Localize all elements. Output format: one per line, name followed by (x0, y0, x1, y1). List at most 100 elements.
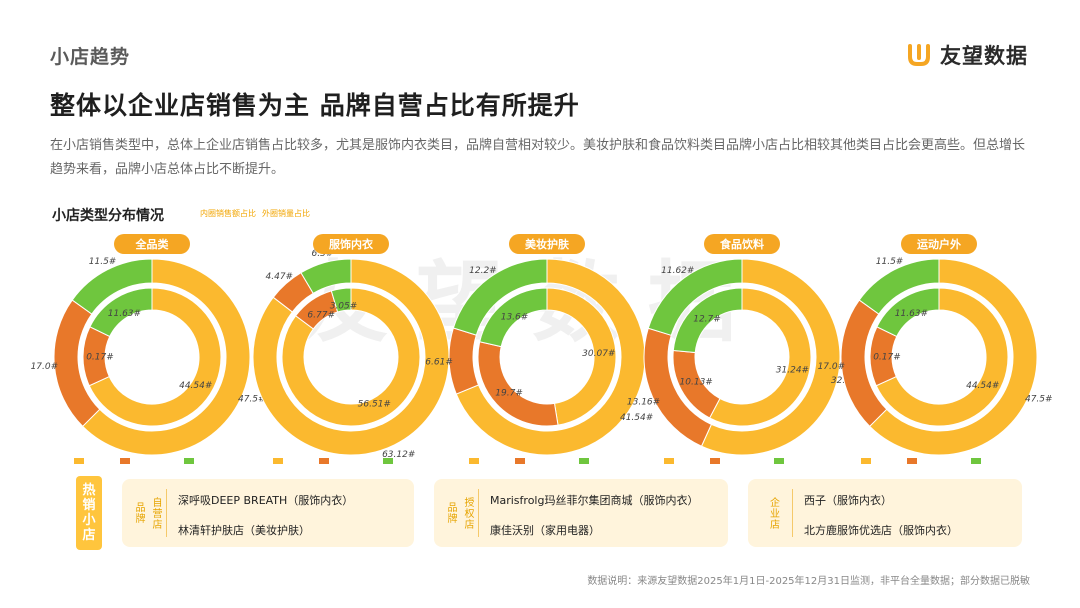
legend-square (273, 458, 283, 464)
inner-ring-value-label: 13.6# (501, 312, 529, 322)
chart-legend: 内圈销售额占比 外圈销量占比 (200, 208, 310, 219)
page-description: 在小店销售类型中，总体上企业店销售占比较多，尤其是服饰内衣类目，品牌自营相对较少… (50, 138, 1026, 177)
section-label: 小店趋势 (50, 46, 131, 68)
hot-stores-label: 热销小店 (76, 476, 102, 550)
inner-ring-value-label: 44.54# (966, 381, 999, 391)
legend-square (971, 458, 981, 464)
outer-ring-segment (858, 258, 940, 315)
outer-ring-value-label: 47.5# (238, 394, 266, 404)
group-category: 授权店 (462, 496, 473, 530)
store-item[interactable]: 深呼吸DEEP BREATH（服饰内衣） (178, 494, 354, 507)
category-pill (704, 234, 780, 254)
outer-ring-value-label: 17.0# (31, 362, 59, 372)
legend-square (120, 458, 130, 464)
store-item[interactable]: 康佳沃别（家用电器） (490, 524, 600, 537)
inner-ring-value-label: 0.17# (86, 352, 114, 362)
outer-ring-segment (647, 258, 743, 336)
legend-square (383, 458, 393, 464)
outer-ring-value-label: 47.5# (1025, 394, 1053, 404)
inner-ring-value-label: 6.77# (307, 310, 335, 320)
category-label: 服饰内衣 (329, 237, 374, 251)
legend-square (469, 458, 479, 464)
store-item[interactable]: 西子（服饰内衣） (804, 494, 892, 507)
group-prefix: 品牌 (445, 502, 456, 524)
group-prefix: 品牌 (133, 502, 144, 524)
brand-logo: 友望数据 (906, 40, 1028, 70)
inner-ring-segment (876, 287, 940, 338)
category-label: 美妆护肤 (525, 237, 570, 251)
inner-ring-value-label: 12.7# (693, 315, 721, 325)
legend-square (710, 458, 720, 464)
inner-ring-value-label: 19.7# (495, 389, 523, 399)
inner-ring-value-label: 3.05# (330, 302, 358, 312)
inner-ring-segment (281, 287, 421, 427)
legend-square (664, 458, 674, 464)
category-label: 全品类 (135, 237, 170, 251)
group-category: 企业店 (767, 496, 779, 530)
inner-ring-segment (330, 287, 352, 313)
outer-ring-value-label: 63.12# (382, 450, 415, 460)
inner-ring-segment (546, 287, 617, 426)
store-group-authorized: 品牌 授权店 Marisfrolg玛丝菲尔集团商城（服饰内衣） 康佳沃别（家用电… (434, 479, 728, 547)
category-pill (313, 234, 389, 254)
category-pill (114, 234, 190, 254)
outer-ring-segment (81, 258, 251, 456)
inner-ring-value-label: 0.17# (873, 352, 901, 362)
group-tag: 品牌 授权店 (442, 487, 476, 539)
legend-square (861, 458, 871, 464)
group-divider (166, 489, 167, 537)
category-pill (901, 234, 977, 254)
legend-square (774, 458, 784, 464)
inner-ring-segment (672, 287, 743, 354)
legend-square (184, 458, 194, 464)
outer-ring-segment (700, 258, 841, 456)
group-tag: 企业店 (756, 487, 790, 539)
inner-ring-value-label: 30.07# (582, 349, 615, 359)
inner-ring-segment (89, 287, 153, 338)
legend-square (579, 458, 589, 464)
outer-ring-segment (868, 258, 1038, 456)
legend-square (74, 458, 84, 464)
inner-ring-value-label: 11.63# (108, 309, 141, 319)
store-group-enterprise: 企业店 西子（服饰内衣） 北方鹿服饰优选店（服饰内衣） (748, 479, 1022, 547)
group-category: 自营店 (150, 496, 161, 530)
inner-ring-value-label: 11.63# (895, 309, 928, 319)
outer-ring-segment (448, 327, 480, 395)
outer-ring-value-label: 6.61# (425, 358, 453, 368)
store-item[interactable]: Marisfrolg玛丝菲尔集团商城（服饰内衣） (490, 494, 699, 507)
inner-ring-segment (88, 287, 222, 427)
inner-ring-value-label: 10.13# (680, 378, 713, 388)
group-tag: 品牌 自营店 (130, 487, 164, 539)
outer-ring-value-label: 4.47# (266, 272, 294, 282)
inner-ring-segment (875, 287, 1009, 427)
store-group-self-operated: 品牌 自营店 深呼吸DEEP BREATH（服饰内衣） 林清轩护肤店（美妆护肤） (122, 479, 414, 547)
store-item[interactable]: 林清轩护肤店（美妆护肤） (178, 524, 310, 537)
inner-ring-value-label: 56.51# (358, 399, 391, 409)
store-item[interactable]: 北方鹿服饰优选店（服饰内衣） (804, 524, 958, 537)
outer-ring-value-label: 11.5# (876, 257, 904, 267)
chart-title: 小店类型分布情况 (52, 208, 164, 224)
legend-inner: 内圈销售额占比 (200, 209, 256, 218)
outer-ring-segment (71, 258, 153, 315)
inner-ring-segment (708, 287, 812, 427)
outer-ring-segment (452, 258, 548, 336)
inner-ring-value-label: 44.54# (179, 381, 212, 391)
outer-ring-value-label: 13.16# (627, 397, 660, 407)
category-label: 运动户外 (917, 237, 961, 251)
outer-ring-value-label: 17.0# (818, 362, 846, 372)
group-divider (792, 489, 793, 537)
donut-charts: 47.5# 17.0# 11.5# 44.54# 0.17# 11.63# 全品类 63.12… (31, 234, 1053, 460)
outer-ring-value-label: 41.54# (620, 413, 653, 423)
legend-square (319, 458, 329, 464)
brand-name: 友望数据 (940, 44, 1028, 68)
outer-ring-value-label: 11.5# (89, 257, 117, 267)
category-label: 食品饮料 (720, 237, 764, 251)
group-divider (478, 489, 479, 537)
inner-ring-value-label: 31.24# (776, 366, 809, 376)
inner-ring-segment (479, 287, 548, 348)
outer-ring-value-label: 11.62# (661, 266, 694, 276)
outer-ring-segment (455, 258, 646, 456)
legend-square (907, 458, 917, 464)
legend-square (515, 458, 525, 464)
brand-icon (908, 44, 930, 66)
